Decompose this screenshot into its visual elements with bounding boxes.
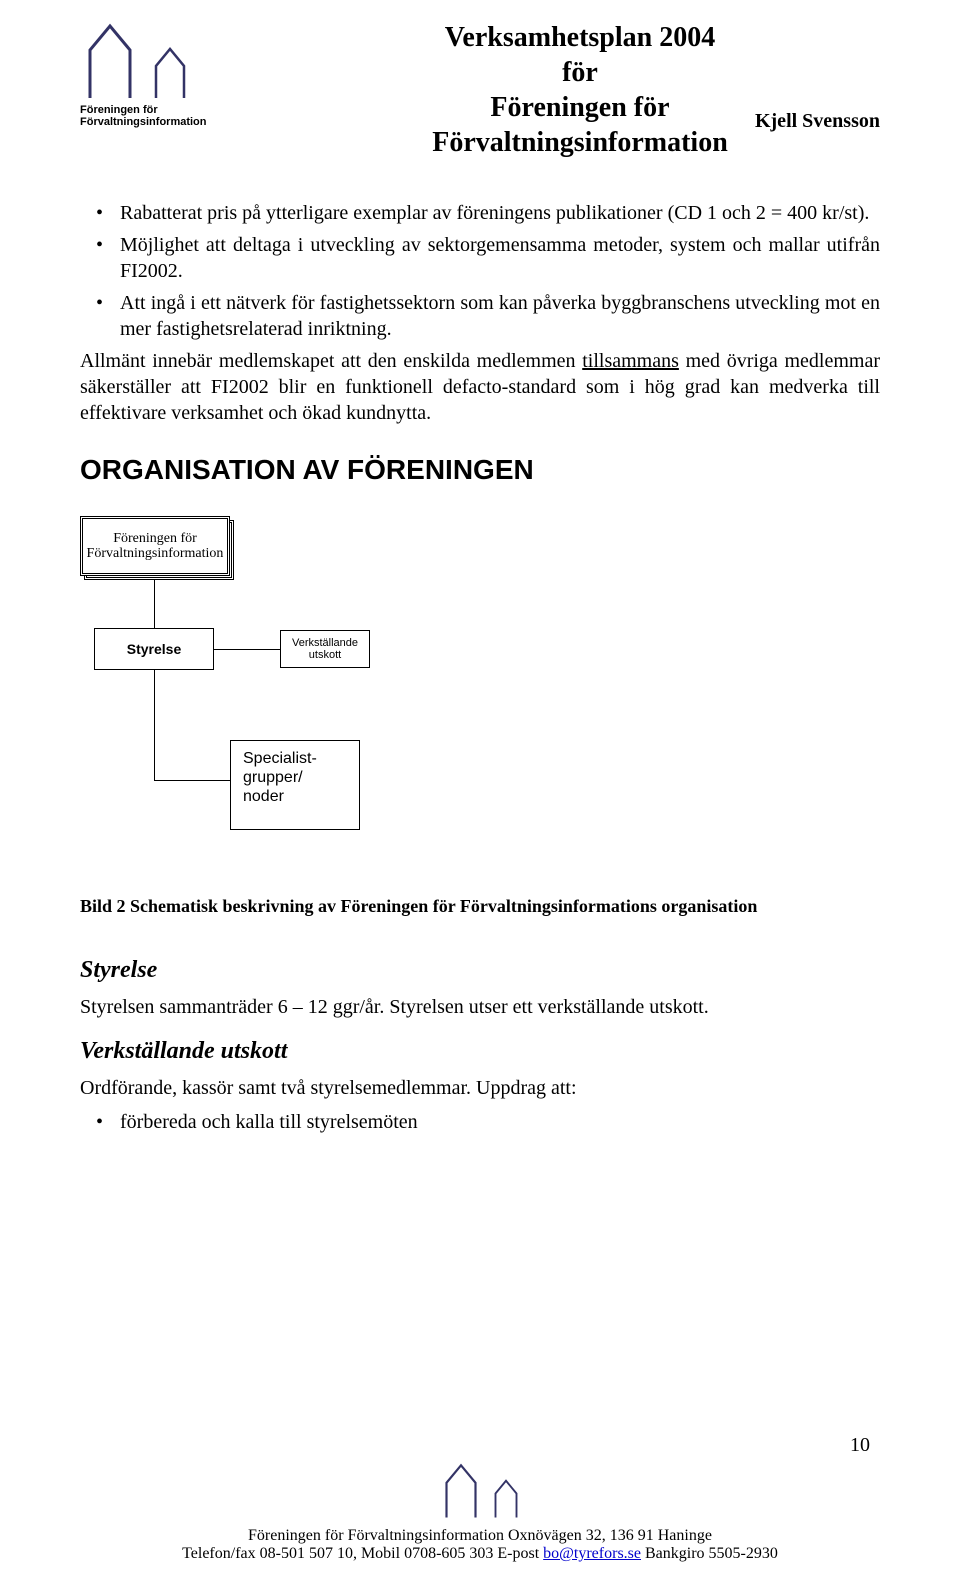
org-node-specialist: Specialist- grupper/ noder — [230, 740, 360, 830]
vu-task-list: förbereda och kalla till styrelsemöten — [80, 1109, 880, 1135]
org-node-label: Föreningen för Förvaltningsinformation — [87, 531, 224, 562]
org-node-vu: Verkställande utskott — [280, 630, 370, 668]
benefits-list: Rabatterat pris på ytterligare exemplar … — [80, 200, 880, 342]
styrelse-text: Styrelsen sammanträder 6 – 12 ggr/år. St… — [80, 994, 880, 1020]
footer-logo — [0, 1461, 960, 1519]
author-name: Kjell Svensson — [755, 110, 880, 133]
document-title: Verksamhetsplan 2004 för Föreningen för … — [280, 20, 880, 160]
footer-line1: Föreningen för Förvaltningsinformation O… — [0, 1527, 960, 1545]
para-underlined: tillsammans — [582, 350, 679, 372]
membership-paragraph: Allmänt innebär medlemskapet att den ens… — [80, 348, 880, 426]
house-big-icon — [80, 20, 140, 100]
subheading-styrelse: Styrelse — [80, 957, 880, 984]
org-node-styrelse: Styrelse — [94, 628, 214, 670]
document-header: Föreningen för Förvaltningsinformation V… — [80, 20, 880, 170]
subheading-vu: Verkställande utskott — [80, 1038, 880, 1065]
content-body: Rabatterat pris på ytterligare exemplar … — [80, 200, 880, 1135]
list-item: Rabatterat pris på ytterligare exemplar … — [120, 200, 880, 226]
vu-text: Ordförande, kassör samt två styrelsemedl… — [80, 1075, 880, 1101]
house-small-icon — [491, 1477, 521, 1519]
title-line: Verksamhetsplan 2004 — [280, 20, 880, 55]
list-item: förbereda och kalla till styrelsemöten — [120, 1109, 880, 1135]
page-number: 10 — [850, 1434, 870, 1457]
list-item: Möjlighet att deltaga i utveckling av se… — [120, 232, 880, 284]
org-node-label: Styrelse — [127, 641, 181, 657]
figure-caption: Bild 2 Schematisk beskrivning av Förenin… — [80, 896, 880, 917]
footer-line2: Telefon/fax 08-501 507 10, Mobil 0708-60… — [0, 1545, 960, 1563]
org-connector — [154, 580, 155, 628]
org-connector — [154, 670, 155, 780]
footer-email-link[interactable]: bo@tyrefors.se — [543, 1545, 641, 1562]
list-item: Att ingå i ett nätverk för fastighetssek… — [120, 290, 880, 342]
para-text: Allmänt innebär medlemskapet att den ens… — [80, 350, 582, 372]
org-node-label: Verkställande utskott — [292, 637, 358, 661]
house-small-icon — [150, 44, 190, 100]
org-chart: Föreningen för Förvaltningsinformation S… — [80, 506, 680, 866]
org-connector — [214, 649, 280, 650]
org-node-label: Specialist- grupper/ noder — [243, 749, 317, 807]
house-big-icon — [439, 1461, 483, 1519]
logo-caption: Föreningen för Förvaltningsinformation — [80, 104, 280, 128]
title-line: för — [280, 55, 880, 90]
logo-block: Föreningen för Förvaltningsinformation — [80, 20, 280, 128]
org-node-foreningen: Föreningen för Förvaltningsinformation — [80, 516, 230, 576]
section-heading-organisation: ORGANISATION AV FÖRENINGEN — [80, 454, 880, 486]
page-footer: Föreningen för Förvaltningsinformation O… — [0, 1461, 960, 1563]
org-connector — [154, 780, 230, 781]
logo-houses — [80, 20, 280, 100]
